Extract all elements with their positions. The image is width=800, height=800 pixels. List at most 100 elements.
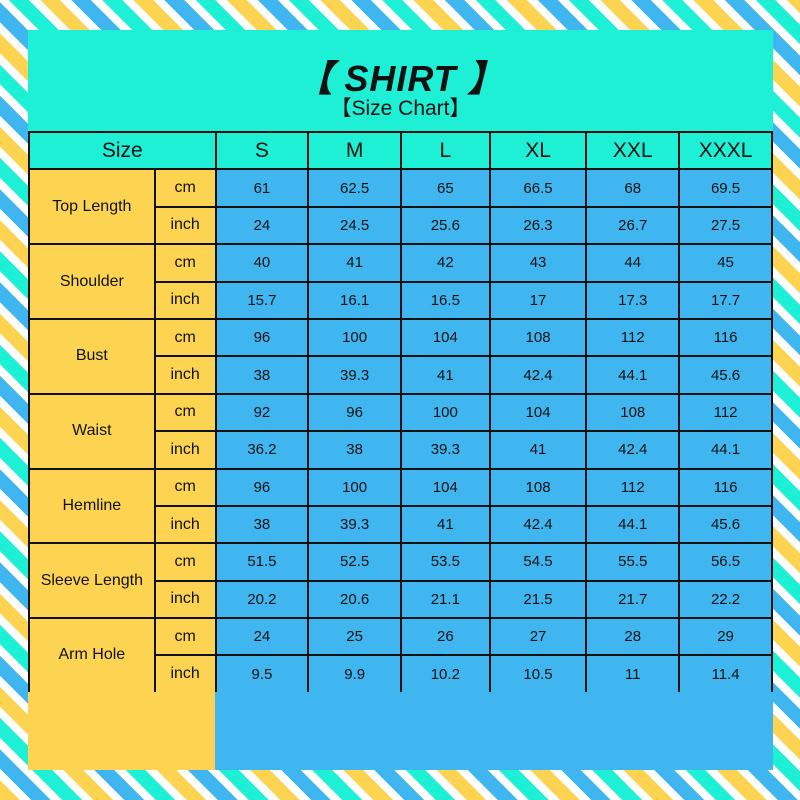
value-cell: 55.5: [585, 542, 681, 582]
table-row: inch 15.7 16.1 16.5 17 17.3 17.7: [29, 280, 773, 320]
table-row: Arm Hole cm 24 25 26 27 28 29: [28, 617, 773, 694]
value-cell: 68: [585, 168, 681, 208]
size-header: Size: [28, 130, 217, 171]
value-cell: 41: [488, 430, 588, 470]
value-cell: 52.5: [307, 542, 402, 582]
size-table: Size S M L XL XXL XXXL Top Length cm 61 62.5 65 66…: [28, 130, 773, 694]
value-cell: 116: [678, 317, 773, 358]
value-cell: 22.2: [678, 579, 773, 620]
value-cell: 39.3: [399, 430, 491, 470]
value-cell: 21.1: [399, 579, 491, 620]
value-cell: 45.6: [678, 355, 773, 395]
value-cell: 11.4: [678, 654, 773, 694]
value-cell: 100: [307, 317, 402, 358]
value-cell: 25.6: [399, 205, 491, 246]
title: 【 SHIRT 】: [296, 58, 505, 99]
unit-label: inch: [153, 205, 217, 246]
unit-label: cm: [153, 617, 217, 657]
header-row: Size S M L XL XXL XXXL: [28, 130, 773, 171]
size-header-l: L: [399, 130, 491, 171]
value-cell: 69.5: [678, 168, 773, 208]
value-cell: 116: [678, 467, 773, 507]
table-row: Shoulder cm 40 41 42 43 44 45: [28, 243, 773, 320]
table-row: inch 38 39.3 41 42.4 44.1 45.6: [29, 355, 773, 395]
size-header-xl: XL: [488, 130, 588, 171]
unit-label: inch: [153, 355, 217, 395]
value-cell: 41: [399, 504, 491, 545]
value-cell: 21.7: [585, 579, 681, 620]
value-cell: 100: [399, 392, 491, 433]
value-cell: 26.3: [488, 205, 588, 246]
value-cell: 92: [214, 392, 310, 433]
value-cell: 38: [214, 504, 310, 545]
value-cell: 15.7: [214, 280, 310, 320]
value-cell: 9.9: [307, 654, 402, 694]
footer-yellow-block: [28, 692, 215, 770]
value-cell: 41: [307, 243, 402, 283]
value-cell: 44.1: [678, 430, 773, 470]
value-cell: 17.3: [585, 280, 681, 320]
value-cell: 10.5: [488, 654, 588, 694]
value-cell: 112: [585, 467, 681, 507]
value-cell: 17.7: [678, 280, 773, 320]
value-cell: 100: [307, 467, 402, 507]
unit-label: cm: [153, 317, 217, 358]
value-cell: 16.1: [307, 280, 402, 320]
value-cell: 11: [585, 654, 681, 694]
value-cell: 65: [399, 168, 491, 208]
table-row: inch 36.2 38 39.3 41 42.4 44.1: [29, 430, 773, 470]
unit-label: inch: [153, 430, 217, 470]
value-cell: 20.6: [307, 579, 402, 620]
unit-label: cm: [153, 243, 217, 283]
table-row: inch 9.5 9.9 10.2 10.5 11 11.4: [29, 654, 773, 694]
value-cell: 96: [214, 317, 310, 358]
value-cell: 104: [488, 392, 588, 433]
size-header-s: S: [214, 130, 310, 171]
value-cell: 54.5: [488, 542, 588, 582]
value-cell: 16.5: [399, 280, 491, 320]
table-row: Sleeve Length cm 51.5 52.5 53.5 54.5 55.5 56.5: [28, 542, 773, 620]
measurement-label: Top Length: [28, 168, 156, 246]
subtitle: 【Size Chart】: [330, 97, 471, 120]
value-cell: 27.5: [678, 205, 773, 246]
value-cell: 104: [399, 317, 491, 358]
value-cell: 53.5: [399, 542, 491, 582]
value-cell: 38: [307, 430, 402, 470]
unit-label: cm: [153, 168, 217, 208]
size-header-m: M: [307, 130, 402, 171]
value-cell: 96: [214, 467, 310, 507]
measurement-label: Arm Hole: [28, 617, 156, 694]
value-cell: 62.5: [307, 168, 402, 208]
value-cell: 61: [214, 168, 310, 208]
value-cell: 44.1: [585, 504, 681, 545]
table-row: Bust cm 96 100 104 108 112 116: [28, 317, 773, 395]
value-cell: 24: [214, 205, 310, 246]
unit-label: cm: [153, 542, 217, 582]
value-cell: 112: [678, 392, 773, 433]
value-cell: 51.5: [214, 542, 310, 582]
value-cell: 42.4: [488, 355, 588, 395]
value-cell: 41: [399, 355, 491, 395]
value-cell: 42: [399, 243, 491, 283]
measurement-label: Waist: [28, 392, 156, 470]
unit-label: inch: [153, 579, 217, 620]
value-cell: 29: [678, 617, 773, 657]
value-cell: 108: [488, 467, 588, 507]
value-cell: 44.1: [585, 355, 681, 395]
value-cell: 24: [214, 617, 310, 657]
size-chart-panel: 【 SHIRT 】 【Size Chart】 Size S M L XL XXL XXXL…: [28, 30, 773, 770]
unit-label: inch: [153, 504, 217, 545]
value-cell: 42.4: [585, 430, 681, 470]
value-cell: 26: [399, 617, 491, 657]
value-cell: 43: [488, 243, 588, 283]
measurement-label: Hemline: [28, 467, 156, 545]
value-cell: 28: [585, 617, 681, 657]
unit-label: cm: [153, 392, 217, 433]
measurement-label: Sleeve Length: [28, 542, 156, 620]
value-cell: 25: [307, 617, 402, 657]
measurement-label: Bust: [28, 317, 156, 395]
value-cell: 26.7: [585, 205, 681, 246]
table-row: Waist cm 92 96 100 104 108 112: [28, 392, 773, 470]
value-cell: 56.5: [678, 542, 773, 582]
value-cell: 104: [399, 467, 491, 507]
